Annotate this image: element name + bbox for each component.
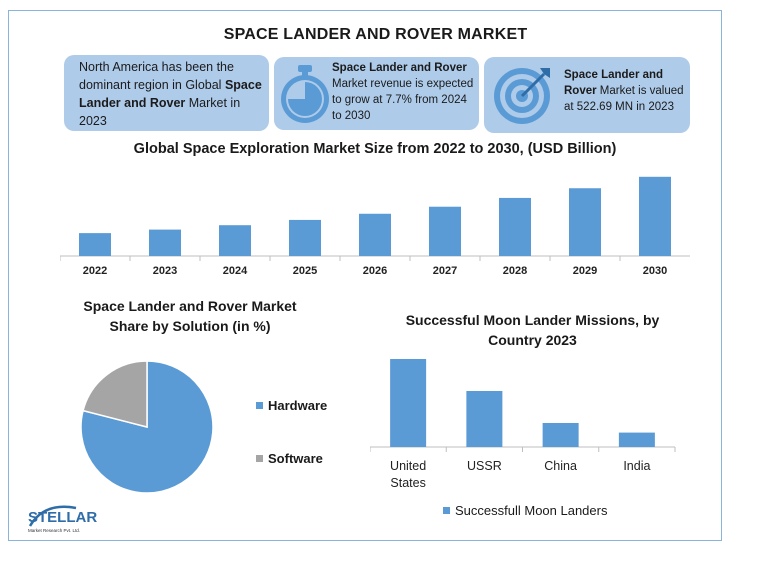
legend-item-software: Software bbox=[256, 451, 323, 466]
x-tick-label: 2022 bbox=[83, 265, 107, 277]
legend-swatch-software bbox=[256, 455, 263, 462]
target-icon bbox=[494, 68, 550, 124]
share-by-solution-chart-title: Space Lander and Rover Market Share by S… bbox=[83, 298, 297, 334]
bar-ussr bbox=[466, 391, 503, 447]
stopwatch-icon bbox=[281, 65, 329, 123]
bar-2030 bbox=[639, 176, 671, 256]
bar-2022 bbox=[79, 233, 111, 256]
legend-label-moon-landers: Successfull Moon Landers bbox=[455, 503, 608, 518]
info-card-growth: Space Lander and Rover Market revenue is… bbox=[274, 57, 479, 130]
x-tick-label: 2030 bbox=[643, 265, 667, 277]
bar-2024 bbox=[219, 225, 251, 256]
share-by-solution-pie-chart bbox=[80, 360, 214, 494]
moon-lander-bar-chart: United States USSR China India bbox=[370, 359, 676, 490]
bar-2027 bbox=[429, 206, 461, 256]
info-card-value-text: Space Lander and Rover Market is valued … bbox=[564, 69, 684, 113]
x-tick-label: 2026 bbox=[363, 265, 387, 277]
bar-india bbox=[618, 432, 655, 447]
info-card-region-text: North America has been the dominant regi… bbox=[79, 60, 262, 128]
legend-label-software: Software bbox=[268, 451, 323, 466]
bar-2029 bbox=[569, 188, 601, 256]
x-tick-label: 2028 bbox=[503, 265, 527, 277]
space-exploration-bar-chart: 2022 2023 2024 2025 2026 2027 2028 2029 2030 bbox=[60, 176, 690, 277]
x-tick-label: 2024 bbox=[223, 265, 248, 277]
bar-2025 bbox=[289, 219, 321, 256]
logo-wordmark: STELLAR bbox=[28, 509, 97, 526]
bar-2023 bbox=[149, 229, 181, 256]
space-exploration-chart-title: Global Space Exploration Market Size fro… bbox=[133, 141, 617, 157]
pie-slice-software bbox=[82, 360, 148, 428]
info-card-region: North America has been the dominant regi… bbox=[64, 55, 269, 131]
moon-lander-chart-title: Successful Moon Lander Missions, by Coun… bbox=[405, 312, 660, 348]
legend-item-moon-landers: Successfull Moon Landers bbox=[443, 503, 607, 518]
page-title: SPACE LANDER AND ROVER MARKET bbox=[223, 26, 528, 43]
bar-2028 bbox=[499, 197, 531, 256]
x-tick-label: 2029 bbox=[573, 265, 597, 277]
info-card-growth-text: Space Lander and Rover Market revenue is… bbox=[332, 62, 474, 122]
x-tick-label: China bbox=[544, 459, 577, 473]
legend-swatch-moon-landers bbox=[443, 507, 450, 514]
info-card-value: Space Lander and Rover Market is valued … bbox=[484, 57, 690, 133]
infographic-frame bbox=[8, 10, 722, 541]
x-tick-label: USSR bbox=[467, 459, 502, 473]
x-tick-label: United States bbox=[390, 459, 426, 490]
bar-2026 bbox=[359, 213, 391, 256]
x-tick-label: 2023 bbox=[153, 265, 177, 277]
logo-subtitle: Market Research Pvt. Ltd. bbox=[28, 528, 80, 533]
bar-china bbox=[542, 423, 579, 447]
x-tick-label: 2025 bbox=[293, 265, 317, 277]
bar-united-states bbox=[390, 359, 427, 447]
legend-item-hardware: Hardware bbox=[256, 398, 327, 413]
legend-swatch-hardware bbox=[256, 402, 263, 409]
legend-label-hardware: Hardware bbox=[268, 398, 328, 413]
x-tick-label: India bbox=[623, 459, 650, 473]
stellar-logo: STELLAR Market Research Pvt. Ltd. bbox=[28, 505, 97, 533]
x-tick-label: 2027 bbox=[433, 265, 457, 277]
